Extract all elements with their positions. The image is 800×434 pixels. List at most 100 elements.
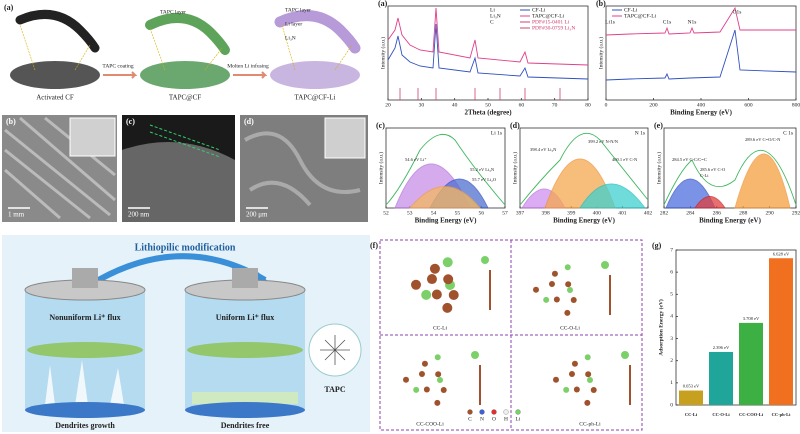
scheme-title: Lithiopilic modification [135, 242, 236, 253]
fiber [145, 12, 230, 55]
bar [769, 258, 793, 405]
marker-legend: Li [490, 7, 495, 13]
structure-name: CC-Li [433, 325, 448, 331]
x-tick-label: 284 [686, 210, 695, 216]
element-swatch [467, 409, 473, 415]
x-axis-label: Binding Energy (eV) [415, 217, 478, 225]
peak-label: N1s [688, 19, 697, 25]
curve [387, 23, 589, 80]
x-tick-label: 400 [697, 102, 706, 108]
li-atom [621, 351, 629, 359]
panel-label: (f) [370, 241, 378, 250]
peak-label: C1s [663, 19, 672, 25]
atom [584, 354, 591, 361]
atom [553, 296, 560, 303]
li-atom [471, 351, 479, 359]
arrow [233, 71, 268, 79]
curve [663, 149, 797, 206]
atom [564, 309, 571, 316]
panel-label: (g) [652, 241, 662, 250]
atom [533, 286, 540, 293]
x-tick-label: 292 [792, 210, 800, 216]
y-tick-label: 4 [670, 314, 673, 320]
atom [448, 290, 459, 301]
peak-label: 400.1 eV C-N [612, 157, 638, 162]
y-tick-label: 5 [670, 292, 673, 298]
atom [584, 399, 591, 406]
x-tick-label: 80 [585, 102, 591, 108]
sem-guide [149, 124, 221, 158]
step-label: Activated CF [36, 94, 74, 102]
plot-frame [675, 249, 797, 406]
li-atom [481, 256, 489, 264]
panel-label: (d) [510, 121, 520, 130]
flux-label: Uniform Li⁺ flux [216, 313, 274, 322]
legend-label: CF-Li [532, 7, 546, 13]
scheme: Lithiopilic modification Nonuniform Li⁺ … [2, 235, 370, 432]
atom [434, 399, 441, 406]
x-tick-label: 200 [649, 102, 658, 108]
x-tick-label: 55 [455, 210, 461, 216]
sem-images: (b) (c) (d) 1 mm 200 nm 200 μm [2, 115, 368, 222]
bar [709, 351, 733, 405]
x-tick-label: 40 [452, 102, 458, 108]
scale-label: 200 nm [128, 211, 150, 219]
x-tick-label: 401 [618, 210, 627, 216]
atom [434, 354, 441, 361]
curve [605, 29, 797, 81]
legend-label: CF-Li [624, 7, 638, 13]
value-label: 6.628 eV [773, 251, 790, 256]
x-tick-label: 52 [383, 210, 389, 216]
peak-label: 289.6 eV C=O/C-N [745, 137, 781, 142]
arrow [103, 71, 138, 79]
panel-label: (c) [126, 117, 135, 126]
li-atom [601, 261, 609, 269]
x-axis-label: Binding Energy (eV) [553, 217, 616, 225]
curve [605, 6, 796, 36]
x-axis-label: Binding Energy (eV) [670, 109, 733, 117]
arrow-label: TAPC coating [102, 63, 133, 69]
atom [585, 371, 592, 378]
atom [431, 289, 442, 300]
corner-label: N 1s [635, 130, 645, 136]
x-tick-label: 290 [765, 210, 774, 216]
guide [19, 24, 353, 71]
scale-label: 1 mm [8, 211, 25, 219]
panel-label: (d) [244, 117, 254, 126]
x-tick-label: 56 [478, 210, 484, 216]
element-label: N [480, 416, 484, 422]
value-label: 2.396 eV [713, 345, 730, 350]
y-tick-label: 3 [670, 336, 673, 342]
y-axis-label: Intensity (a.u.) [655, 152, 662, 184]
curve [519, 132, 649, 206]
fiber [274, 10, 361, 54]
scale-label: 200 μm [246, 211, 268, 219]
fiber [15, 9, 100, 53]
atom [403, 376, 410, 383]
legend-label: PDF#30-0759 Li₃N [532, 25, 575, 31]
x-tick-label: 54 [431, 210, 437, 216]
step-label: TAPC@CF-Li [295, 94, 336, 102]
atom [570, 297, 577, 304]
atom [564, 264, 571, 271]
y-axis-label: Adsorption Energy (eV) [657, 299, 664, 356]
cf-disc [10, 61, 100, 89]
y-tick-label: 6 [670, 269, 673, 275]
x-tick-label: 20 [385, 102, 391, 108]
y-tick-label: 0 [670, 402, 673, 408]
structures: (f) CC-Li CC-O-Li CC-COO-Li CC-ph-Li [370, 239, 643, 431]
curve [694, 196, 726, 209]
atom [442, 302, 453, 313]
x-tick-label: 398 [541, 210, 550, 216]
plot-frame [605, 5, 797, 101]
atom [565, 281, 572, 288]
sem-texture [4, 116, 116, 220]
x-tick-label: 288 [739, 210, 748, 216]
x-tick-label: 53 [407, 210, 413, 216]
molecule-bonds [320, 335, 350, 365]
x-tick-label: 402 [644, 210, 653, 216]
x-tick-label: CC-ph-Li [772, 412, 792, 417]
x-tick-label: 282 [660, 210, 669, 216]
y-tick-label: 2 [670, 358, 673, 364]
x-tick-label: 286 [713, 210, 722, 216]
